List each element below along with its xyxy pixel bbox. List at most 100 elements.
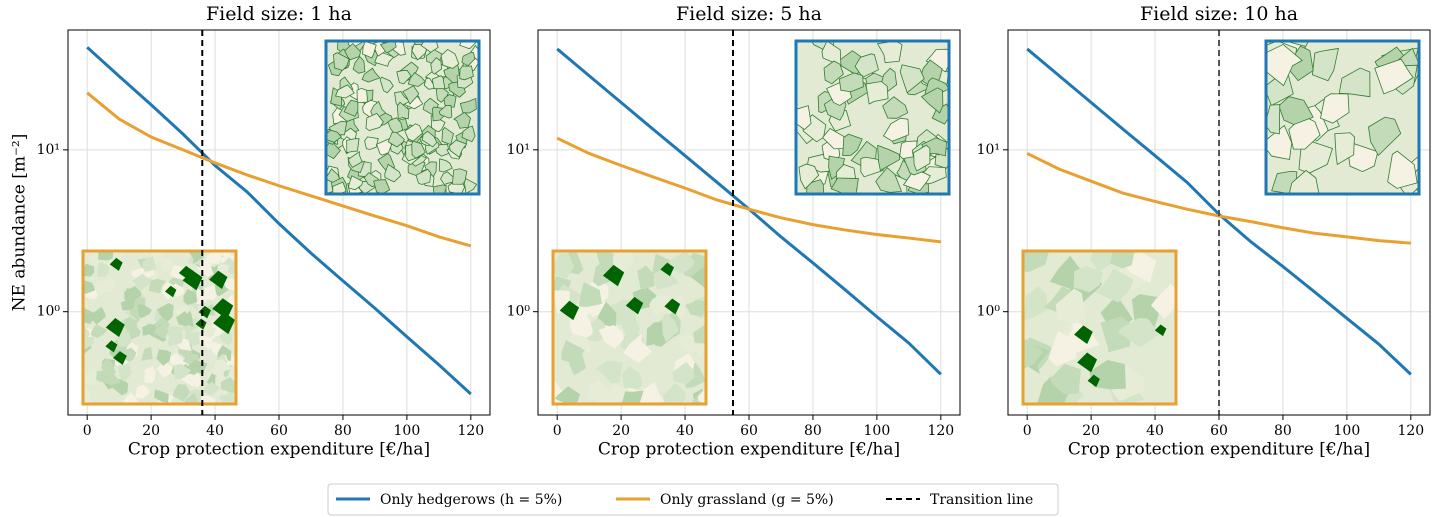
x-tick-label: 20 [1082, 423, 1100, 439]
x-tick-label: 60 [1210, 423, 1228, 439]
inset-patch [396, 69, 412, 85]
inset-grass [1087, 374, 1100, 387]
inset-patch [578, 282, 603, 308]
inset-patch [188, 251, 205, 264]
inset-patch [1037, 376, 1070, 404]
inset-patch [877, 144, 901, 172]
inset-grass [1074, 325, 1093, 345]
inset-patch [83, 383, 90, 400]
y-tick-label: 10⁰ [507, 304, 531, 320]
plot-frame [537, 29, 961, 416]
inset-patch [842, 133, 863, 157]
inset-patch [865, 81, 889, 105]
inset-patch [623, 333, 652, 363]
inset-patch [649, 293, 670, 317]
inset-patch [920, 87, 944, 114]
inset-patch [621, 390, 644, 404]
inset-grass [212, 298, 234, 320]
inset-border [81, 249, 238, 406]
inset-patch [440, 48, 460, 69]
y-tick-label: 10¹ [977, 142, 1000, 158]
inset-patch [206, 251, 222, 264]
x-tick-label: 20 [142, 423, 160, 439]
inset-patch [443, 64, 461, 84]
inset-patch [123, 392, 139, 404]
inset-patch [124, 288, 142, 301]
plot-frame [67, 29, 491, 416]
inset-patch [186, 372, 203, 388]
inset-patch [218, 392, 236, 404]
inset-patch [212, 358, 232, 376]
inset-patch [1100, 316, 1134, 353]
inset-patch [913, 144, 931, 172]
inset-patch [1150, 283, 1176, 319]
inset-patch [196, 287, 207, 305]
inset-patch [154, 389, 169, 403]
inset-patch [97, 262, 110, 278]
inset-patch [411, 140, 426, 159]
inset-patch [203, 381, 220, 396]
series-line [86, 46, 472, 396]
inset-border [551, 249, 708, 406]
inset-patch [1048, 330, 1078, 367]
inset-patch [220, 376, 236, 393]
inset-patch [828, 155, 845, 180]
inset-patch [613, 251, 634, 273]
inset-patch [669, 251, 695, 274]
x-tick-label: 40 [206, 423, 224, 439]
x-tick-label: 100 [1334, 423, 1361, 439]
inset-patch [144, 365, 156, 384]
inset-grass [660, 262, 675, 277]
inset-patch [83, 308, 98, 325]
inset-patch [451, 168, 468, 185]
x-tick-label: 40 [1146, 423, 1164, 439]
inset-patch [693, 324, 706, 344]
x-tick-label: 120 [457, 423, 484, 439]
inset-patch [1049, 363, 1081, 395]
legend-label: Only hedgerows (h = 5%) [380, 492, 562, 508]
inset-patch [876, 40, 903, 64]
inset-grass [113, 351, 127, 365]
y-tick-label: 10⁰ [977, 304, 1001, 320]
inset-patch [141, 346, 153, 361]
inset-patch [402, 85, 419, 105]
inset-patch [1320, 93, 1350, 124]
plot-frame [1007, 29, 1431, 416]
x-tick-label: 100 [394, 423, 421, 439]
x-tick-label: 60 [740, 423, 758, 439]
inset-patch [160, 257, 173, 271]
inset-grass [209, 270, 228, 289]
inset-patch [798, 163, 820, 190]
x-axis-label: Crop protection expenditure [€/ha] [1068, 440, 1370, 460]
inset-patch [438, 105, 453, 119]
inset-patch [902, 167, 931, 192]
inset-patch [361, 67, 381, 83]
inset-patch [453, 111, 471, 129]
inset-patch [90, 306, 106, 325]
inset-patch [1118, 318, 1160, 348]
inset-patch [148, 278, 166, 294]
inset-patch [1387, 150, 1418, 189]
inset-patch [96, 280, 109, 296]
inset-patch [588, 380, 609, 404]
inset-patch [875, 167, 903, 193]
inset-grass [109, 257, 123, 271]
inset-patch [553, 252, 575, 279]
inset-patch [1073, 265, 1103, 293]
inset-patch [431, 75, 446, 90]
inset-patch [83, 368, 97, 386]
inset-grass [182, 270, 203, 291]
inset-patch [118, 363, 133, 383]
inset-patch [598, 324, 624, 349]
inset-patch [376, 138, 392, 156]
inset-patch [554, 386, 581, 404]
chart-title: Field size: 1 ha [206, 3, 352, 25]
inset-patch [448, 139, 468, 158]
inset-patch [621, 366, 643, 390]
inset-patch [344, 42, 361, 61]
inset-patch [569, 316, 593, 338]
inset-patch [83, 279, 96, 294]
inset-patch [356, 87, 368, 104]
x-tick-label: 80 [804, 423, 822, 439]
